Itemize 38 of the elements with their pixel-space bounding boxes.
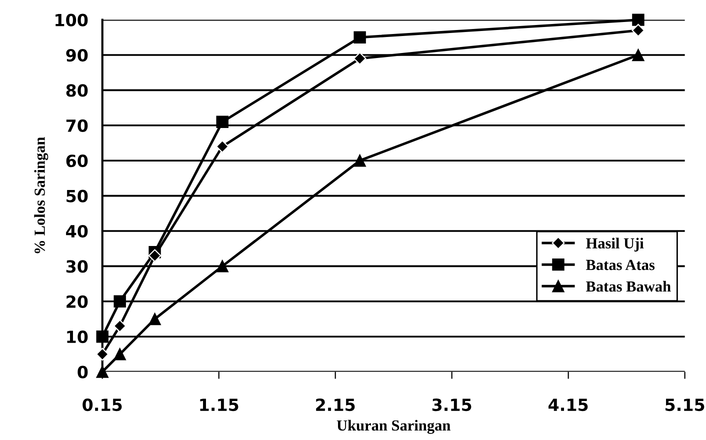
point	[353, 52, 366, 65]
point	[96, 330, 108, 343]
point	[216, 140, 229, 153]
point	[632, 48, 644, 62]
x-tick-label: 2.15	[316, 398, 355, 412]
y-tick-label: 90	[66, 48, 88, 62]
legend-label: Hasil Uji	[586, 238, 644, 252]
legend-label: Batas Atas	[586, 260, 655, 270]
point	[148, 249, 162, 262]
y-tick-label: 100	[56, 14, 88, 26]
point	[632, 14, 644, 26]
y-tick-label: 10	[67, 330, 88, 344]
x-axis-title: Ukuran Saringan	[336, 420, 450, 434]
y-tick-label: 70	[66, 119, 88, 132]
point	[216, 260, 228, 272]
point	[113, 320, 126, 332]
point	[216, 116, 228, 128]
point	[148, 312, 161, 326]
x-tick-label: 0.15	[82, 398, 122, 412]
y-axis-title: % Lolos Saringan	[34, 137, 48, 254]
point	[354, 154, 366, 167]
y-tick-label: 80	[66, 84, 88, 97]
x-tick-label: 1.15	[200, 398, 238, 412]
y-tick-label: 0	[78, 366, 88, 378]
point	[96, 348, 109, 361]
x-tick-label: 5.15	[666, 398, 704, 412]
legend-label: Batas Bawah	[586, 280, 671, 292]
y-tick-label: 50	[66, 190, 88, 202]
point	[114, 295, 126, 308]
point	[114, 348, 126, 360]
y-tick-label: 60	[66, 154, 88, 168]
point	[354, 31, 366, 44]
x-tick-label: 4.15	[548, 398, 588, 412]
y-tick-label: 20	[66, 295, 88, 308]
y-tick-label: 40	[66, 224, 88, 238]
point	[632, 24, 645, 37]
x-tick-label: 3.15	[432, 398, 472, 412]
y-tick-label: 30	[66, 260, 88, 273]
